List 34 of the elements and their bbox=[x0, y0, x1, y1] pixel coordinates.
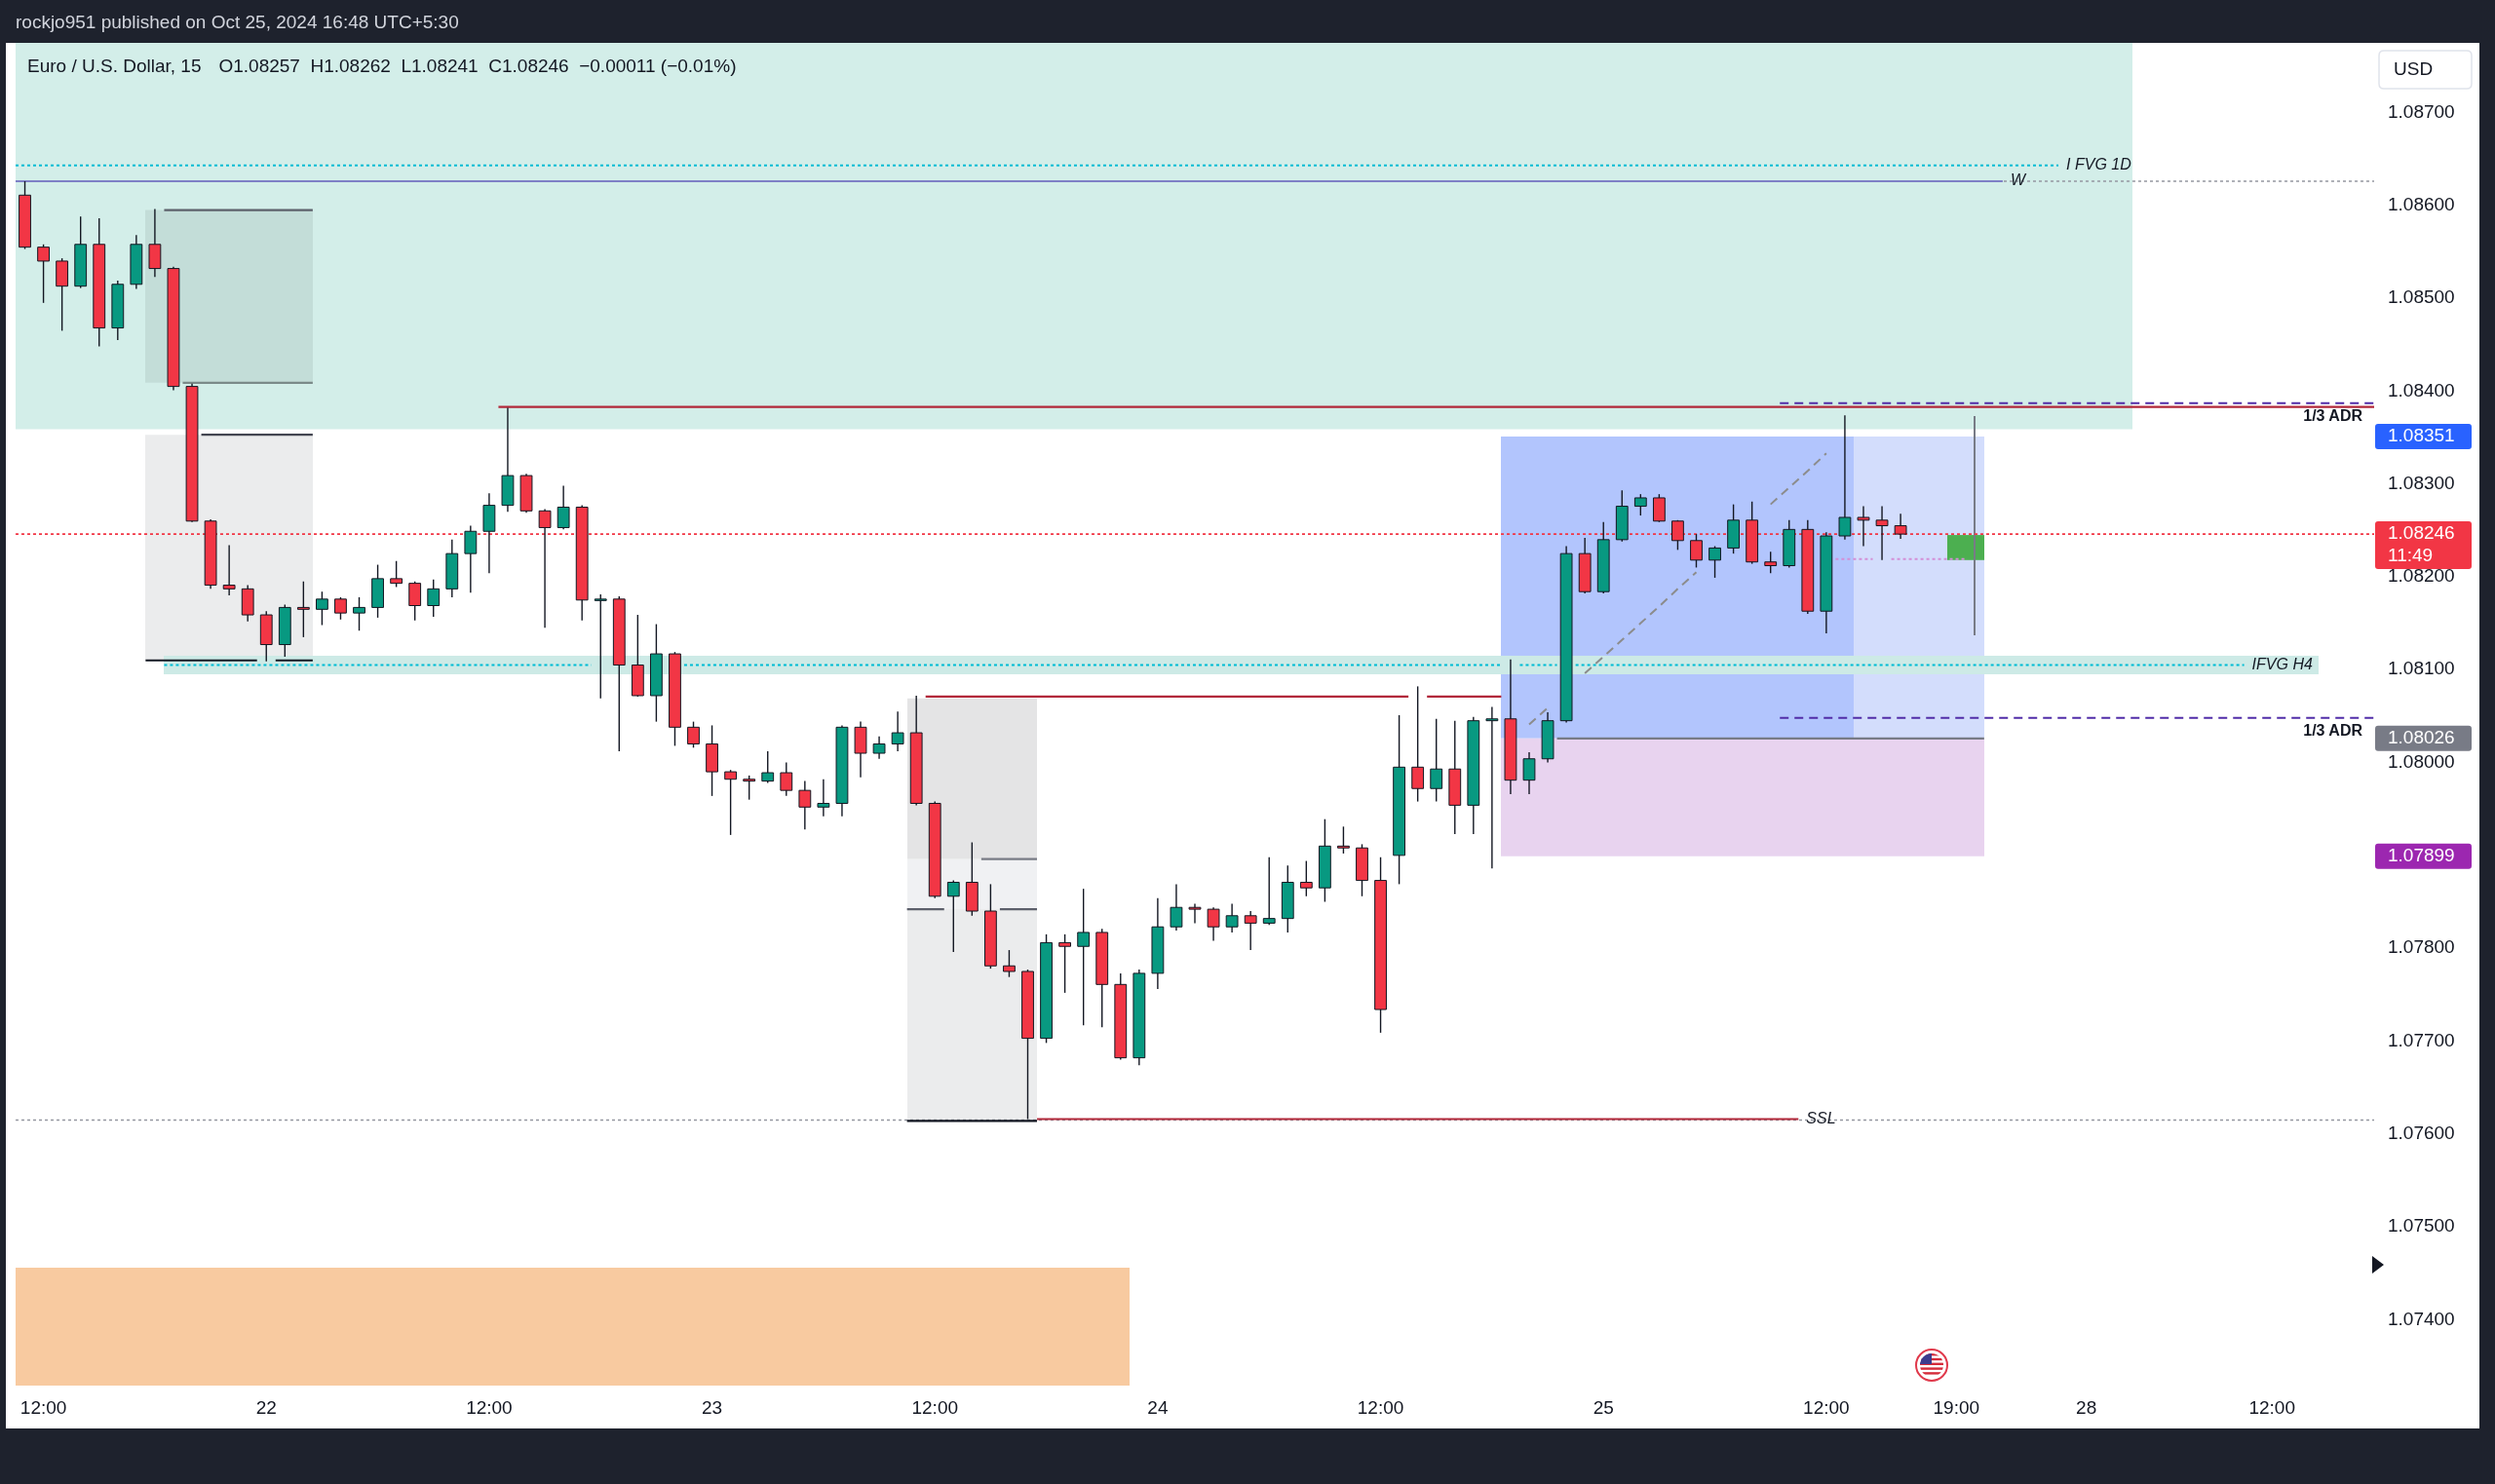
x-tick-label: 12:00 bbox=[466, 1396, 513, 1418]
x-tick-label: 12:00 bbox=[911, 1396, 958, 1418]
y-tick-label: 1.08700 bbox=[2388, 100, 2455, 122]
x-tick-label: 24 bbox=[1147, 1396, 1169, 1418]
x-tick-label: 22 bbox=[255, 1396, 277, 1418]
x-tick-label: 12:00 bbox=[2248, 1396, 2295, 1418]
y-tick-label: 1.08600 bbox=[2388, 194, 2455, 214]
x-tick-label: 28 bbox=[2076, 1396, 2097, 1418]
text: rockjo951 published on Oct 25, 2024 16:48 UTC+5:30 bbox=[16, 12, 459, 33]
y-tick-label: 1.07899 bbox=[2388, 845, 2455, 866]
y-axis-title: USD bbox=[2394, 58, 2434, 80]
y-tick-label: 1.08300 bbox=[2388, 472, 2455, 493]
y-tick-label: 1.07500 bbox=[2388, 1215, 2455, 1237]
y-tick-label: 1.08351 bbox=[2388, 425, 2455, 446]
y-tick-label: 1.08000 bbox=[2388, 750, 2455, 772]
x-tick-label: 23 bbox=[702, 1396, 723, 1418]
y-tick-label: 1.07700 bbox=[2388, 1029, 2455, 1050]
y-tick-label: 1.07800 bbox=[2388, 936, 2455, 958]
x-tick-label: 25 bbox=[1593, 1396, 1614, 1418]
series-label: SSL bbox=[1806, 1109, 1836, 1126]
x-tick-label: 12:00 bbox=[19, 1396, 67, 1418]
y-tick-label: 1.08500 bbox=[2388, 286, 2455, 308]
y-tick-label: 1.08400 bbox=[2388, 379, 2455, 400]
y-tick-label: 1.08100 bbox=[2388, 658, 2455, 679]
x-tick-label: 12:00 bbox=[1803, 1396, 1850, 1418]
x-tick-label: 19:00 bbox=[1933, 1396, 1980, 1418]
y-tick-label: 1.08200 bbox=[2388, 565, 2455, 587]
ref-line-label: 1.08246 11:49 bbox=[2388, 522, 2455, 566]
y-tick-label: 1.08026 bbox=[2388, 727, 2455, 748]
series-label: 1/3 ADR bbox=[2303, 407, 2363, 425]
y-tick-label: 1.07600 bbox=[2388, 1122, 2455, 1143]
y-tick-label: 1.07400 bbox=[2388, 1308, 2455, 1329]
series-label: 1/3 ADR bbox=[2303, 722, 2363, 740]
x-tick-label: 12:00 bbox=[1357, 1396, 1404, 1418]
